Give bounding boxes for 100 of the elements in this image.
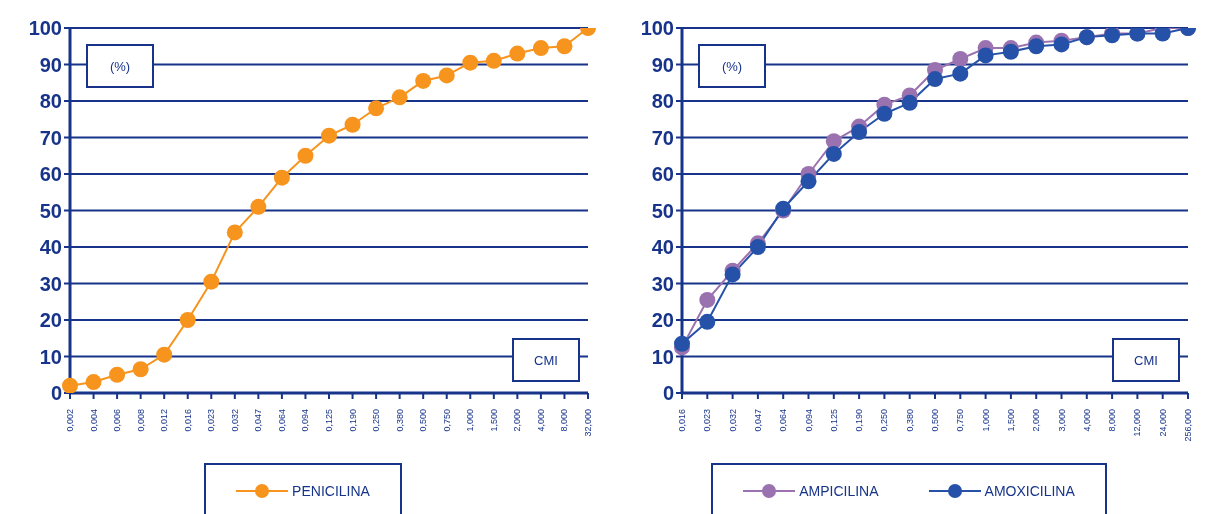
point xyxy=(250,198,267,215)
x-tick-label: 0,047 xyxy=(253,409,264,432)
y-tick-label: 30 xyxy=(39,272,62,295)
y-tick-label: 0 xyxy=(662,382,674,405)
x-tick-label: 0,064 xyxy=(778,409,789,432)
point xyxy=(825,145,842,162)
y-tick-label: 20 xyxy=(39,309,62,332)
point xyxy=(415,72,432,89)
x-tick-label: 24,000 xyxy=(1157,409,1168,437)
x-tick-label: 0,190 xyxy=(347,409,358,432)
label-frame: CMI xyxy=(1112,338,1180,382)
y-tick-label: 60 xyxy=(651,163,674,186)
y-tick-label: 80 xyxy=(39,90,62,113)
x-tick-label: 256,000 xyxy=(1183,409,1193,442)
x-tick-label: 2,000 xyxy=(512,409,523,432)
x-tick-label: 0,250 xyxy=(371,409,382,432)
point xyxy=(462,54,479,71)
x-tick-label: 0,500 xyxy=(930,409,940,432)
x-tick-label: 0,250 xyxy=(879,409,890,432)
point xyxy=(156,346,173,363)
x-tick-label: 0,023 xyxy=(702,409,713,432)
label-frame: (%) xyxy=(86,44,154,88)
x-tick-label: 0,002 xyxy=(65,409,75,432)
x-tick-label: 0,008 xyxy=(135,409,146,432)
x-tick-label: 0,032 xyxy=(727,409,738,432)
y-tick-label: 10 xyxy=(39,345,62,368)
x-tick-label: 0,094 xyxy=(300,409,311,432)
x-tick-label: 1,000 xyxy=(980,409,991,432)
y-tick-label: 100 xyxy=(640,17,674,40)
point xyxy=(556,38,573,55)
point xyxy=(203,273,220,290)
x-tick-label: 0,006 xyxy=(112,409,123,432)
x-tick-label: 0,380 xyxy=(394,409,405,432)
x-tick-label: 0,023 xyxy=(206,409,217,432)
x-tick-label: 0,016 xyxy=(677,409,687,432)
y-tick-label: 80 xyxy=(651,90,674,113)
x-tick-label: 4,000 xyxy=(535,409,546,432)
y-tick-label: 90 xyxy=(651,53,674,76)
point xyxy=(1053,36,1070,53)
point xyxy=(179,312,196,328)
point xyxy=(699,313,716,330)
x-tick-label: 0,012 xyxy=(159,409,170,432)
label-frame: (%) xyxy=(698,44,766,88)
point xyxy=(391,89,408,106)
point xyxy=(297,147,314,164)
y-tick-label: 50 xyxy=(651,199,674,222)
x-tick-label: 0,750 xyxy=(441,409,452,432)
x-tick-label: 0,190 xyxy=(854,409,865,432)
x-tick-label: 0,094 xyxy=(803,409,814,432)
point xyxy=(724,266,741,283)
point xyxy=(952,65,969,82)
y-tick-label: 60 xyxy=(39,163,62,186)
y-tick-label: 40 xyxy=(39,236,62,259)
point xyxy=(368,100,385,117)
point xyxy=(226,224,243,241)
x-tick-label: 0,750 xyxy=(955,409,966,432)
point xyxy=(85,374,102,391)
y-tick-label: 40 xyxy=(651,236,674,259)
y-tick-label: 100 xyxy=(28,17,62,40)
point xyxy=(749,239,766,255)
x-tick-label: 8,000 xyxy=(559,409,570,432)
x-tick-label: 8,000 xyxy=(1107,409,1118,432)
point xyxy=(485,52,502,69)
point xyxy=(800,173,817,190)
x-tick-label: 4,000 xyxy=(1081,409,1092,432)
legend-label: AMPICILINA xyxy=(799,483,879,499)
y-tick-label: 90 xyxy=(39,53,62,76)
point xyxy=(273,169,290,186)
point xyxy=(674,335,690,352)
point xyxy=(876,105,893,122)
x-tick-label: 0,380 xyxy=(904,409,915,432)
y-tick-label: 20 xyxy=(651,309,674,332)
y-tick-label: 0 xyxy=(50,382,62,405)
point xyxy=(901,94,918,111)
y-tick-label: 30 xyxy=(651,272,674,295)
x-tick-label: 0,500 xyxy=(418,409,429,432)
legend-label: PENICILINA xyxy=(292,483,370,499)
x-tick-label: 3,000 xyxy=(1056,409,1067,432)
point xyxy=(438,67,455,84)
point xyxy=(321,127,337,144)
point xyxy=(344,116,361,133)
point xyxy=(1154,28,1171,42)
x-tick-label: 1,500 xyxy=(1005,409,1016,432)
x-tick-label: 0,047 xyxy=(752,409,763,432)
x-tick-label: 0,004 xyxy=(88,409,99,432)
point xyxy=(927,71,943,88)
point xyxy=(851,124,868,141)
x-tick-label: 1,500 xyxy=(488,409,499,432)
point xyxy=(532,40,549,57)
x-tick-label: 2,000 xyxy=(1031,409,1042,432)
x-tick-label: 0,016 xyxy=(182,409,193,432)
point xyxy=(132,361,149,378)
point xyxy=(109,366,126,383)
point xyxy=(509,45,526,62)
point xyxy=(1028,38,1045,55)
x-tick-label: 0,032 xyxy=(229,409,240,432)
point xyxy=(62,377,78,393)
legend-label: AMOXICILINA xyxy=(984,483,1075,499)
point xyxy=(952,51,969,68)
point xyxy=(977,47,994,64)
